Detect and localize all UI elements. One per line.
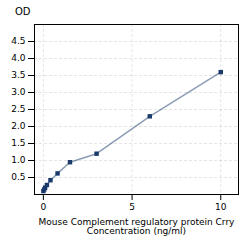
svg-text:4.5: 4.5 xyxy=(11,36,25,46)
svg-text:Mouse Complement regulatory pr: Mouse Complement regulatory protein Crry… xyxy=(39,217,236,236)
svg-text:3.5: 3.5 xyxy=(11,70,25,80)
svg-text:2.0: 2.0 xyxy=(11,121,26,131)
svg-text:OD: OD xyxy=(15,6,31,17)
svg-text:10: 10 xyxy=(215,202,227,212)
svg-text:1.0: 1.0 xyxy=(11,155,26,165)
svg-text:2.5: 2.5 xyxy=(11,104,25,114)
svg-text:3.0: 3.0 xyxy=(11,87,26,97)
svg-text:5: 5 xyxy=(129,202,135,212)
svg-text:4.0: 4.0 xyxy=(11,53,26,63)
svg-text:0: 0 xyxy=(41,202,47,212)
svg-text:1.5: 1.5 xyxy=(11,138,25,148)
svg-text:0.5: 0.5 xyxy=(11,172,25,182)
